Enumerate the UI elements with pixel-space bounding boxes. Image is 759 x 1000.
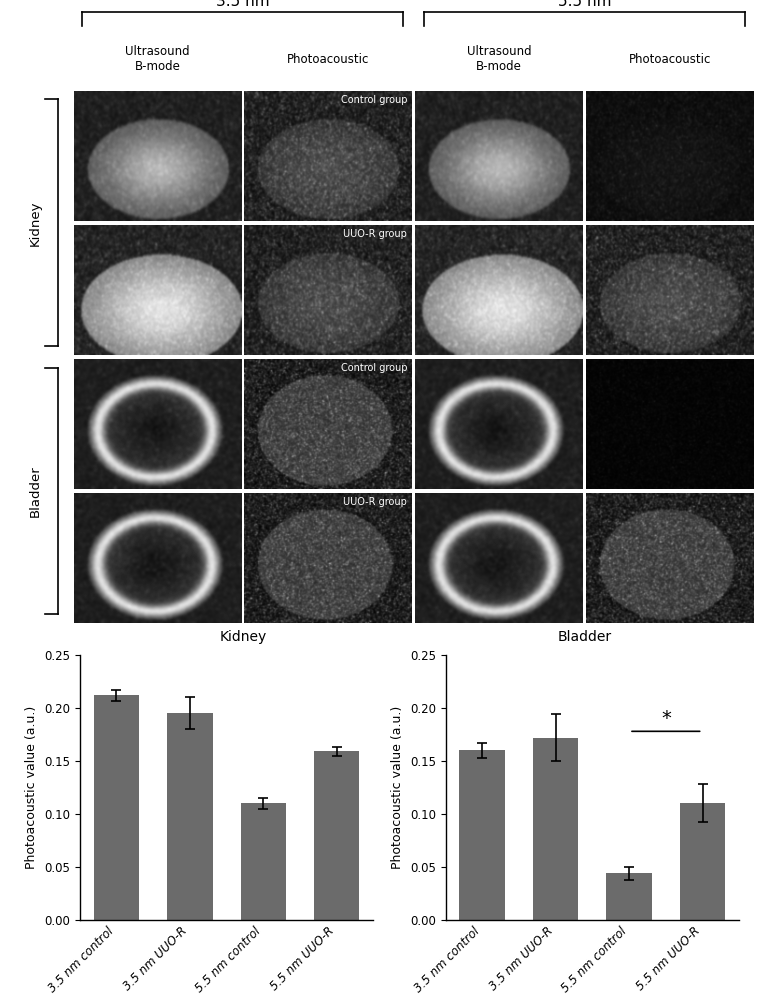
Text: Photoacoustic: Photoacoustic	[628, 53, 711, 66]
Text: Kidney: Kidney	[219, 630, 266, 644]
Bar	[314, 751, 360, 920]
Bar	[93, 695, 139, 920]
Bar	[680, 803, 726, 920]
Text: *: *	[661, 709, 671, 728]
Bar	[167, 713, 213, 920]
Text: Bladder: Bladder	[557, 630, 612, 644]
Y-axis label: Photoacoustic value (a.u.): Photoacoustic value (a.u.)	[25, 706, 39, 869]
Bar	[459, 750, 505, 920]
Y-axis label: Photoacoustic value (a.u.): Photoacoustic value (a.u.)	[391, 706, 405, 869]
Bar	[533, 738, 578, 920]
Text: Photoacoustic: Photoacoustic	[287, 53, 370, 66]
Text: Ultrasound
B-mode: Ultrasound B-mode	[125, 45, 190, 73]
Text: UUO-R group: UUO-R group	[343, 497, 407, 507]
Text: Bladder: Bladder	[29, 465, 42, 517]
Text: Control group: Control group	[341, 95, 407, 105]
Text: Control group: Control group	[341, 363, 407, 373]
Text: 5.5 nm: 5.5 nm	[558, 0, 611, 9]
Text: 3.5 nm: 3.5 nm	[216, 0, 269, 9]
Bar	[606, 873, 652, 920]
Text: UUO-R group: UUO-R group	[343, 229, 407, 239]
Text: Ultrasound
B-mode: Ultrasound B-mode	[467, 45, 531, 73]
Bar	[241, 803, 286, 920]
Text: Kidney: Kidney	[29, 200, 42, 246]
